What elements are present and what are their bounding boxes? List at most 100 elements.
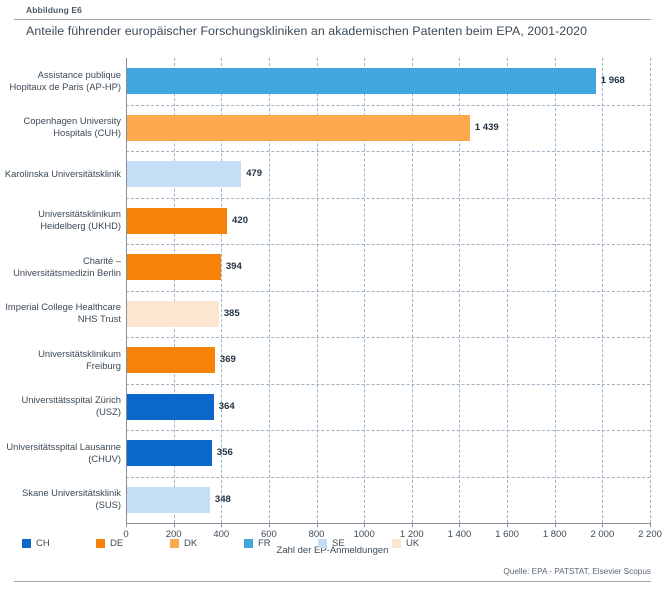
x-tick-mark [173, 523, 175, 527]
legend-item-de[interactable]: DE [96, 538, 123, 549]
bar[interactable] [127, 114, 470, 141]
gridline-horizontal [126, 151, 650, 152]
legend-item-uk[interactable]: UK [392, 538, 419, 549]
category-label-line: Hopitaux de Paris (AP-HP) [9, 80, 122, 92]
category-label-line: (SUS) [95, 499, 121, 511]
gridline-horizontal [126, 383, 650, 385]
x-tick-mark [411, 523, 413, 527]
category-label-line: Assistance publique [37, 68, 121, 80]
bar-value-label: 420 [232, 214, 249, 226]
category-label-line: Charité – [82, 254, 121, 266]
category-label-line: Freiburg [86, 359, 121, 371]
bar-value-label: 348 [214, 493, 231, 505]
bar-chart: 1 968 1 439 479 420 394 385 369 364 356 348 Assis… [0, 50, 665, 556]
page-title: Anteile führender europäischer Forschung… [26, 24, 588, 38]
bar[interactable] [127, 300, 219, 327]
bar-value-label: 479 [246, 168, 263, 180]
legend-label: SE [332, 538, 345, 549]
legend-label: DE [110, 538, 124, 549]
legend-label: CH [36, 538, 50, 549]
x-tick-label: 1 600 [495, 529, 519, 540]
bar[interactable] [127, 254, 221, 281]
bar[interactable] [127, 68, 596, 95]
category-label-line: Skane Universitätsklinik [22, 487, 121, 499]
x-tick-label: 1 400 [447, 529, 472, 540]
x-tick-label: 1 800 [542, 529, 567, 540]
x-tick-label: 2 000 [590, 529, 615, 540]
category-label: Karolinska Universitätsklinik [0, 168, 121, 180]
x-tick-label: 2 200 [638, 529, 662, 540]
bar-value-label: 356 [216, 447, 233, 459]
x-tick-mark [316, 523, 318, 527]
category-label-line: NHS Trust [77, 313, 121, 325]
category-label-line: Universitätsklinikum [38, 208, 121, 220]
legend-item-se[interactable]: SE [318, 538, 345, 549]
gridline-vertical [650, 58, 651, 523]
bar[interactable] [127, 393, 214, 420]
legend-label: DK [184, 538, 198, 549]
bar[interactable] [127, 440, 212, 467]
bar-value-label: 369 [219, 354, 236, 366]
legend-swatch-icon [96, 539, 105, 548]
x-tick-label: 200 [165, 529, 182, 540]
bar-value-label: 394 [225, 261, 242, 273]
legend-swatch-icon [318, 539, 327, 548]
x-tick-mark [459, 523, 461, 527]
plot-grid [126, 58, 651, 523]
legend-swatch-icon [244, 539, 253, 548]
category-label-line: Copenhagen University [23, 115, 121, 127]
category-label: Universitätsklinikum Heidelberg (UKHD) [0, 208, 121, 232]
legend-item-fr[interactable]: FR [244, 538, 271, 549]
legend-item-ch[interactable]: CH [22, 538, 50, 549]
bar[interactable] [127, 207, 228, 234]
gridline-horizontal [126, 476, 650, 478]
category-label-line: (USZ) [96, 406, 121, 418]
bar-value-label: 385 [223, 307, 240, 319]
legend-swatch-icon [22, 539, 31, 548]
x-tick-mark [221, 523, 223, 527]
x-tick-mark [554, 523, 556, 527]
gridline-horizontal [126, 290, 650, 292]
x-tick-label: 0 [123, 529, 129, 540]
x-tick-label: 600 [260, 529, 277, 540]
header-divider [14, 19, 651, 20]
footer-divider [14, 581, 651, 582]
category-label: Universitätsklinikum Freiburg [0, 348, 121, 372]
bar[interactable] [127, 161, 242, 188]
category-label-line: Universitätsmedizin Berlin [13, 266, 121, 278]
category-label-line: Imperial College Healthcare [5, 301, 121, 313]
category-label: Charité – Universitätsmedizin Berlin [0, 255, 121, 279]
category-label: Copenhagen University Hospitals (CUH) [0, 115, 121, 139]
category-label: Universitätsspital Lausanne (CHUV) [0, 441, 121, 465]
category-label-line: Heidelberg (UKHD) [40, 220, 121, 232]
legend-item-dk[interactable]: DK [170, 538, 197, 549]
gridline-horizontal [126, 430, 650, 431]
legend-swatch-icon [170, 539, 179, 548]
gridline-horizontal [126, 197, 650, 199]
x-tick-label: 1 200 [399, 529, 424, 540]
x-tick-label: 800 [308, 529, 325, 540]
x-tick-mark [650, 523, 651, 527]
bar-value-label: 364 [218, 400, 235, 412]
bar[interactable] [127, 347, 215, 374]
x-tick-mark [602, 523, 604, 527]
category-label-line: Hospitals (CUH) [53, 127, 121, 139]
bar-value-label: 1 968 [600, 75, 625, 87]
x-tick-mark [507, 523, 509, 527]
x-tick-mark [268, 523, 270, 527]
legend-swatch-icon [392, 539, 401, 548]
x-axis-line [126, 523, 651, 524]
category-label-line: Universitätsspital Lausanne [6, 440, 121, 452]
category-label: Universitätsspital Zürich (USZ) [0, 394, 121, 418]
category-label-line: Karolinska Universitätsklinik [4, 167, 121, 179]
bar[interactable] [127, 486, 210, 513]
category-label-line: Universitätsklinikum [38, 347, 121, 359]
chart-legend: CH DE DK FR SE UK [0, 538, 665, 554]
category-label-line: Universitätsspital Zürich [21, 394, 121, 406]
category-label: Assistance publique Hopitaux de Paris (AP… [0, 68, 122, 93]
category-label: Imperial College Healthcare NHS Trust [0, 301, 121, 325]
x-axis-title: Zahl der EP-Anmeldungen [276, 545, 389, 556]
gridline-horizontal [126, 244, 650, 245]
gridline-horizontal [126, 104, 650, 106]
x-tick-label: 400 [213, 529, 230, 540]
